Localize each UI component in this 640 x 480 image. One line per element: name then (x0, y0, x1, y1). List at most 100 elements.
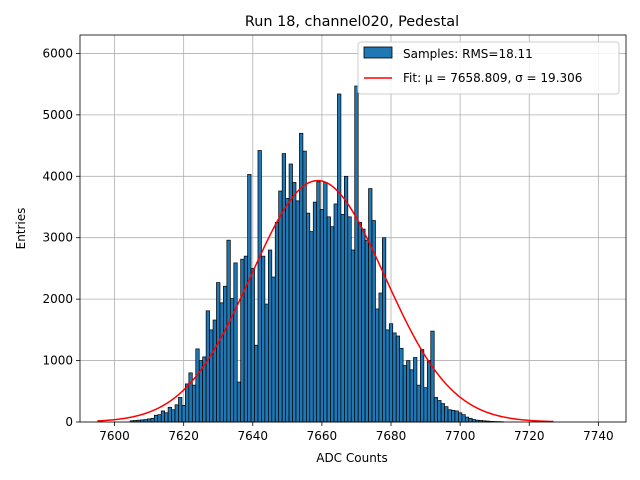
legend-swatch-samples (363, 46, 393, 59)
histogram-bar (344, 175, 349, 423)
histogram-bar (243, 255, 248, 423)
histogram-bar (281, 153, 286, 423)
histogram-bar (188, 372, 193, 423)
histogram-bar (167, 406, 172, 423)
histogram-bar (361, 228, 366, 423)
histogram-bar (458, 412, 463, 423)
histogram-bar (309, 231, 314, 423)
y-tick-label: 6000 (42, 46, 73, 60)
histogram-bar (388, 323, 394, 423)
histogram-bar (185, 383, 190, 423)
y-axis-label: Entries (14, 208, 28, 250)
histogram-bar (240, 258, 245, 423)
histogram-bar (160, 410, 166, 423)
histogram-bar (433, 397, 439, 423)
histogram-bar (147, 418, 152, 423)
histogram-bar (274, 222, 280, 423)
histogram-bar (468, 417, 473, 423)
histogram-bar (347, 216, 352, 423)
histogram-bar (326, 216, 331, 423)
histogram-bar (164, 412, 169, 423)
histogram-bar (226, 239, 231, 423)
histogram-bar (333, 203, 338, 423)
histogram-bar (440, 403, 445, 423)
histogram-bar (378, 292, 383, 423)
x-axis-label: ADC Counts (316, 451, 388, 465)
histogram-bar (306, 212, 311, 423)
histogram-bar (271, 276, 276, 423)
y-tick-label: 1000 (42, 354, 73, 368)
y-tick-label: 4000 (42, 169, 73, 183)
histogram-bar (423, 387, 428, 423)
histogram-bar (364, 239, 369, 423)
histogram-bar (236, 381, 242, 423)
histogram-bar (444, 406, 449, 423)
histogram-bar (191, 384, 197, 423)
histogram-bar (447, 409, 452, 423)
y-tick-label: 3000 (42, 231, 73, 245)
histogram-bar (340, 214, 345, 423)
histogram-bar (354, 85, 359, 423)
x-tick-label: 7700 (445, 429, 476, 443)
histogram-bar (250, 268, 255, 423)
histogram-bar (171, 409, 176, 423)
histogram-bar (437, 400, 442, 423)
histogram-bar (233, 262, 238, 423)
histogram-bar (181, 405, 186, 423)
y-tick-label: 2000 (42, 292, 73, 306)
histogram-bar (209, 329, 214, 423)
histogram-bar (413, 357, 418, 423)
histogram-bar (368, 188, 373, 423)
histogram-bar (319, 209, 324, 423)
histogram-bar (219, 302, 224, 423)
x-tick-label: 7680 (376, 429, 407, 443)
histogram-bar (385, 329, 390, 423)
x-tick-label: 7720 (514, 429, 545, 443)
histogram-bar (330, 226, 335, 423)
histogram-bar (464, 416, 470, 423)
histogram-bar (375, 308, 380, 423)
histogram-bar (288, 163, 293, 423)
histogram-bar (299, 132, 304, 423)
histogram-bar (254, 344, 259, 423)
y-tick-label: 0 (65, 415, 73, 429)
histogram-bar (223, 285, 228, 423)
histogram-bar (430, 330, 435, 423)
histogram-bar (382, 237, 387, 423)
histogram-bar (195, 348, 200, 423)
histogram-bar (295, 200, 300, 423)
chart-title: Run 18, channel020, Pedestal (245, 14, 459, 30)
histogram-bar (205, 310, 210, 423)
legend-box (357, 41, 620, 95)
histogram-bar (416, 384, 421, 423)
x-tick-label: 7640 (238, 429, 269, 443)
histogram-bar (323, 182, 328, 423)
histogram-bar (216, 282, 221, 423)
legend-label-fit: Fit: μ = 7658.809, σ = 19.306 (403, 71, 582, 85)
histogram-bar (312, 201, 318, 423)
histogram-bar (278, 190, 283, 423)
histogram-bar (392, 332, 397, 423)
histogram-bar (395, 335, 401, 423)
histogram-bar (150, 417, 155, 423)
histogram-bar (157, 414, 162, 423)
x-tick-label: 7660 (307, 429, 338, 443)
fit-curve (97, 179, 554, 423)
histogram-bar (409, 369, 414, 423)
histogram-bar (337, 93, 342, 423)
plot-frame (79, 34, 627, 423)
histogram-bar (399, 347, 404, 423)
histogram-bar (257, 150, 262, 423)
x-tick-label: 7620 (168, 429, 199, 443)
histogram-bar (420, 349, 425, 423)
histogram-bar (350, 249, 356, 423)
histogram-bar (426, 360, 432, 423)
histogram-bar (402, 365, 407, 423)
histogram-bar (454, 410, 459, 423)
legend-label-samples: Samples: RMS=18.11 (403, 47, 533, 61)
histogram-bar (247, 174, 252, 423)
histogram-bar (174, 404, 179, 423)
histogram-bar (153, 414, 159, 423)
histogram-bar (451, 409, 456, 423)
